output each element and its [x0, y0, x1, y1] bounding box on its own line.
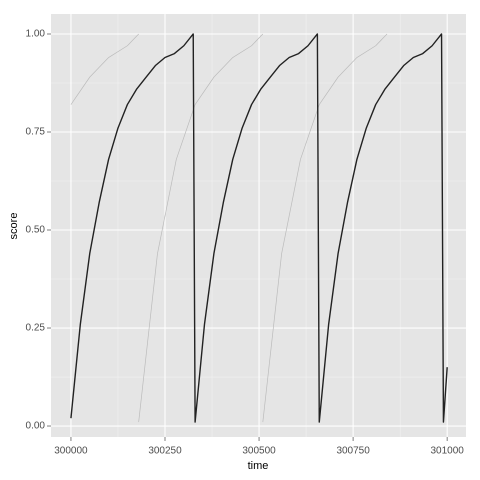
x-tick-label: 300750: [336, 446, 370, 457]
panel: [51, 14, 466, 437]
y-tick-label: 1.00: [26, 29, 46, 40]
y-tick-label: 0.50: [26, 225, 46, 236]
x-axis-title: time: [248, 460, 269, 472]
x-tick-label: 301000: [431, 446, 465, 457]
series-line: [70, 33, 139, 105]
x-tick-label: 300250: [148, 446, 182, 457]
y-tick-label: 0.75: [26, 127, 46, 138]
y-axis-title: score: [8, 213, 20, 240]
grid: [51, 14, 466, 437]
x-tick-label: 300000: [54, 446, 88, 457]
series-line: [138, 33, 264, 423]
x-tick-label: 300500: [242, 446, 276, 457]
y-tick-label: 0.25: [26, 323, 46, 334]
series-line: [262, 33, 388, 423]
series-line: [70, 33, 448, 423]
series-group: [70, 33, 448, 423]
y-tick-label: 0.00: [26, 421, 46, 432]
